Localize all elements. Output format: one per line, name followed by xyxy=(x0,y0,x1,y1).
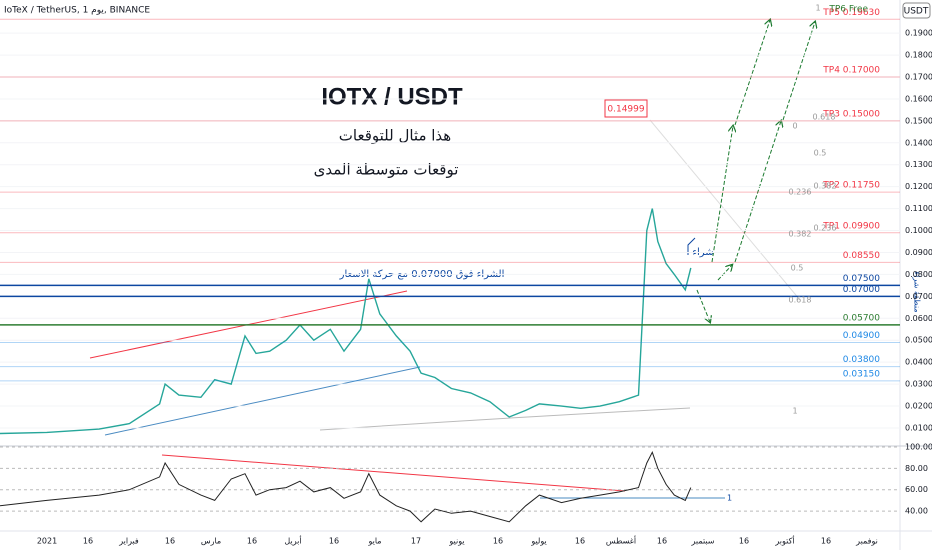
y-tick-label: 0.17000 xyxy=(905,73,932,82)
x-tick-label: 17 xyxy=(411,537,421,546)
fib-label: 0.382 xyxy=(789,230,812,239)
rsi-trendline xyxy=(161,454,626,492)
fib-label: 0.236 xyxy=(789,188,812,197)
level-label: 0.07500 xyxy=(843,274,880,284)
subtitle: هذا مثال للتوقعات xyxy=(339,127,452,145)
level-label: 0.03800 xyxy=(843,355,880,365)
price-line xyxy=(0,208,692,435)
x-tick-label: أغسطس xyxy=(606,536,636,546)
high-box xyxy=(604,99,648,118)
x-tick-label: نوفمبر xyxy=(855,537,878,546)
x-tick-label: يونيو xyxy=(448,537,464,546)
trendline xyxy=(104,366,421,436)
high-label: 0.14999 xyxy=(607,105,644,115)
level-label: TP4 0.17000 xyxy=(822,66,880,76)
x-tick-label: 16 xyxy=(493,537,503,546)
level-label: 0.03150 xyxy=(843,369,880,379)
symbol-header: IoTeX / TetherUS, 1 يوم, BINANCE xyxy=(4,6,150,16)
arrow xyxy=(734,20,770,126)
y-tick-label: 40.00 xyxy=(905,507,928,516)
y-tick-label: 100.00 xyxy=(905,442,932,451)
arrow xyxy=(717,265,732,281)
level-label: 0.04900 xyxy=(843,331,880,341)
fib-diagonal xyxy=(649,119,801,301)
currency: USDT xyxy=(904,7,929,17)
x-tick-label: أكتوبر xyxy=(774,536,794,546)
price-line xyxy=(0,451,692,523)
x-tick-label: يوليو xyxy=(530,537,546,546)
fib-label: 1 xyxy=(727,494,732,503)
fib-label: 0.5 xyxy=(791,264,804,273)
level-label: 0.07000 xyxy=(843,285,880,295)
x-tick-label: مارس xyxy=(201,537,221,546)
target-label: TP6 Free xyxy=(828,5,868,15)
y-tick-label: 0.19000 xyxy=(905,29,932,38)
arrow xyxy=(782,22,815,121)
x-tick-label: 16 xyxy=(247,537,257,546)
y-tick-label: 0.07000 xyxy=(905,292,932,301)
arrow xyxy=(734,121,781,263)
fib-label: 0.618 xyxy=(813,113,836,122)
buy-pointer xyxy=(687,237,696,255)
trendline xyxy=(319,407,691,431)
fib-label: 0.618 xyxy=(789,296,812,305)
y-tick-label: 80.00 xyxy=(905,464,928,473)
subtitle: توقعات متوسطة المدى xyxy=(314,161,459,179)
zone-label: منطقة شراء xyxy=(913,271,922,312)
fib-label: 0.382 xyxy=(814,182,837,191)
fib-label: 0 xyxy=(792,122,797,131)
x-tick-label: أبريل xyxy=(284,536,301,546)
fib-label: 1 xyxy=(792,407,797,416)
level-label: TP5 0.19630 xyxy=(822,8,880,18)
x-tick-label: 2021 xyxy=(37,537,57,546)
x-tick-label: 16 xyxy=(329,537,339,546)
y-tick-label: 60.00 xyxy=(905,485,928,494)
arrow xyxy=(711,126,733,263)
chart-title: IOTX / USDT xyxy=(321,83,463,110)
x-tick-label: سبتمبر xyxy=(691,537,715,546)
x-tick-label: 16 xyxy=(575,537,585,546)
fib-label: 0.236 xyxy=(814,224,837,233)
x-tick-label: 16 xyxy=(657,537,667,546)
x-tick-label: مايو xyxy=(367,537,381,546)
x-tick-label: 16 xyxy=(83,537,93,546)
x-tick-label: 16 xyxy=(821,537,831,546)
y-tick-label: 0.15000 xyxy=(905,116,932,125)
fib-label: 0.5 xyxy=(814,149,827,158)
level-label: TP1 0.09900 xyxy=(822,221,880,231)
level-label: TP3 0.15000 xyxy=(822,109,880,119)
level-label: TP2 0.11750 xyxy=(822,181,880,191)
level-label: 0.08550 xyxy=(843,251,880,261)
currency-box xyxy=(902,2,931,19)
fib-label: 1 xyxy=(815,4,820,13)
level-label: 0.05700 xyxy=(843,313,880,323)
x-tick-label: 16 xyxy=(165,537,175,546)
x-tick-label: فبراير xyxy=(118,537,139,546)
projection-arrows xyxy=(696,20,815,322)
x-tick-label: 16 xyxy=(739,537,749,546)
